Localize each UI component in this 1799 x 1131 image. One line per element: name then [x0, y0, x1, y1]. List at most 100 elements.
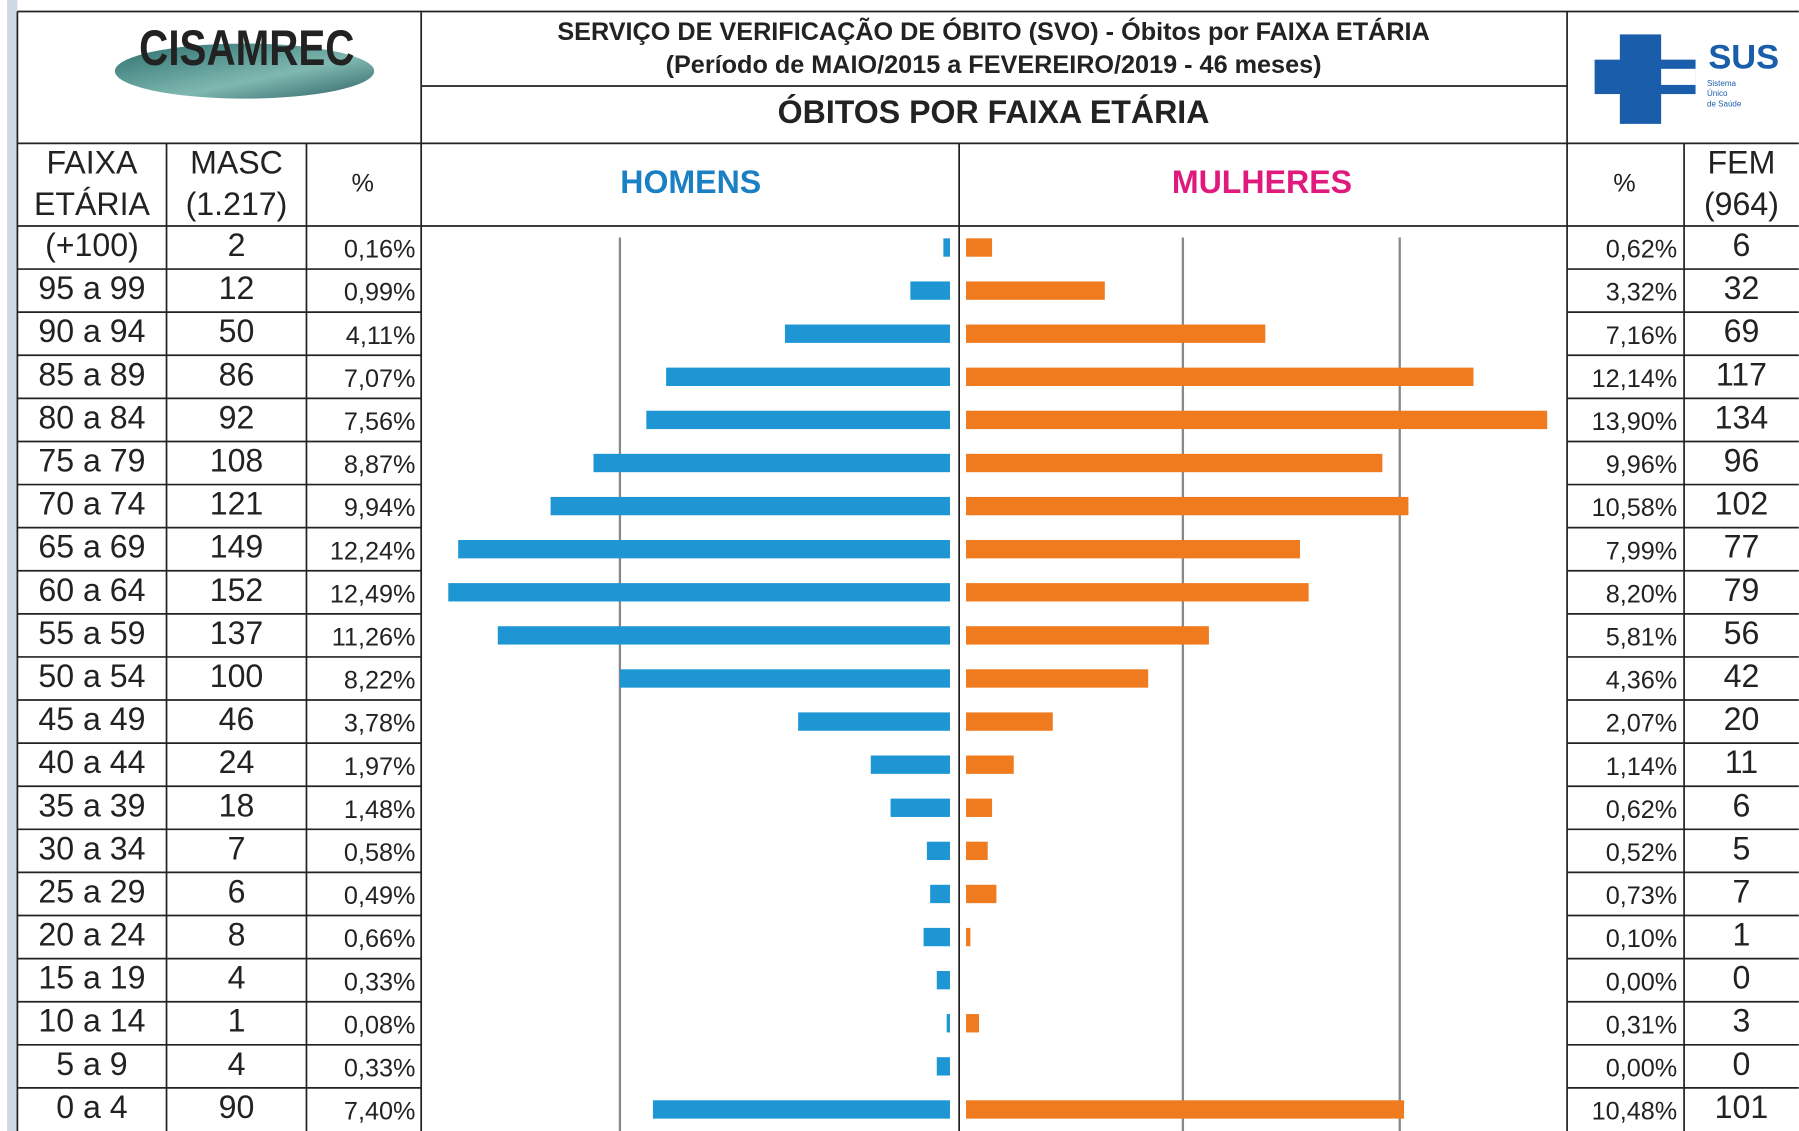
masc-share: 0,58% [344, 839, 416, 867]
bar [966, 712, 1053, 731]
fem-share: 0,31% [1606, 1011, 1678, 1039]
masc-cell: 149 [210, 529, 264, 565]
age-cell: 50 a 54 [38, 658, 145, 694]
fem-share: 0,00% [1606, 1054, 1678, 1082]
masc-share: 0,66% [344, 925, 416, 953]
fem-cell: 6 [1733, 787, 1751, 823]
masc-share: 0,16% [344, 236, 416, 264]
masc-share: 0,33% [344, 1054, 416, 1082]
age-cell: 85 a 89 [38, 356, 145, 392]
masc-cell: 4 [228, 960, 246, 996]
bar [946, 1014, 950, 1033]
age-cell: 55 a 59 [38, 615, 145, 651]
age-cell: 65 a 69 [38, 529, 145, 565]
masc-cell: 12 [219, 270, 255, 306]
masc-share: 1,48% [344, 796, 416, 824]
age-cell: 40 a 44 [38, 744, 145, 780]
masc-cell: 108 [210, 442, 264, 478]
fem-share: 0,10% [1606, 925, 1678, 953]
fem-share: 0,62% [1606, 796, 1678, 824]
masc-share: 8,87% [344, 451, 416, 479]
masc-share: 0,99% [344, 279, 416, 307]
masc-share: 0,49% [344, 882, 416, 910]
fem-share: 1,14% [1606, 753, 1678, 781]
age-cell: 25 a 29 [38, 873, 145, 909]
bar [930, 884, 950, 904]
column-header: % [351, 169, 373, 197]
age-cell: 45 a 49 [38, 701, 145, 737]
bar [890, 798, 950, 817]
fem-cell: 101 [1715, 1089, 1769, 1125]
bar [926, 841, 950, 861]
fem-cell: 7 [1733, 873, 1751, 909]
fem-share: 12,14% [1592, 365, 1678, 393]
age-cell: 5 a 9 [56, 1046, 127, 1082]
fem-cell: 56 [1724, 615, 1760, 651]
column-header: (964) [1704, 186, 1779, 222]
fem-share: 10,58% [1592, 494, 1678, 522]
bar [784, 324, 950, 343]
fem-cell: 0 [1733, 1046, 1751, 1082]
bar [966, 669, 1149, 688]
fem-cell: 134 [1715, 399, 1769, 435]
fem-cell: 5 [1733, 830, 1751, 866]
fem-share: 9,96% [1606, 451, 1678, 479]
bar [966, 281, 1105, 300]
age-cell: 15 a 19 [38, 960, 145, 996]
bar [966, 540, 1300, 559]
fem-cell: 77 [1724, 529, 1760, 565]
bar [798, 712, 950, 731]
age-cell: 75 a 79 [38, 442, 145, 478]
fem-share: 8,20% [1606, 580, 1678, 608]
age-cell: 30 a 34 [38, 830, 145, 866]
bar [966, 927, 971, 947]
fem-share: 2,07% [1606, 710, 1678, 738]
column-header: ETÁRIA [34, 186, 151, 222]
fem-cell: 32 [1724, 270, 1760, 306]
fem-cell: 102 [1715, 486, 1769, 522]
age-cell: 0 a 4 [56, 1089, 127, 1125]
masc-cell: 6 [228, 873, 246, 909]
fem-share: 4,36% [1606, 667, 1678, 695]
bar [966, 453, 1383, 473]
bar [910, 281, 950, 300]
bar [966, 841, 988, 861]
fem-share: 0,00% [1606, 968, 1678, 996]
series-name: HOMENS [620, 164, 761, 200]
masc-share: 12,49% [330, 580, 416, 608]
fem-share: 10,48% [1592, 1098, 1678, 1126]
masc-cell: 100 [210, 658, 264, 694]
masc-share: 11,26% [332, 624, 416, 652]
masc-cell: 2 [228, 227, 246, 263]
fem-cell: 42 [1724, 658, 1760, 694]
fem-cell: 20 [1724, 701, 1760, 737]
bar [550, 496, 950, 516]
fem-share: 7,99% [1606, 537, 1678, 565]
column-header: MASC [190, 145, 283, 181]
bar [870, 755, 950, 774]
masc-share: 3,78% [344, 710, 416, 738]
fem-cell: 6 [1733, 227, 1751, 263]
age-cell: 10 a 14 [38, 1003, 145, 1039]
masc-cell: 86 [219, 356, 255, 392]
bar [966, 1014, 980, 1033]
subtitle: (Período de MAIO/2015 a FEVEREIRO/2019 -… [666, 51, 1322, 79]
fem-share: 5,81% [1606, 624, 1678, 652]
masc-share: 7,56% [344, 408, 416, 436]
logo-text: CISAMREC [139, 20, 354, 76]
masc-cell: 7 [228, 830, 246, 866]
fem-cell: 96 [1724, 442, 1760, 478]
masc-cell: 1 [228, 1003, 246, 1039]
age-cell: 70 a 74 [38, 486, 145, 522]
masc-cell: 24 [219, 744, 255, 780]
masc-share: 4,11% [346, 322, 416, 350]
column-header: FEM [1708, 145, 1776, 181]
series-name: MULHERES [1172, 164, 1352, 200]
masc-share: 12,24% [330, 537, 416, 565]
masc-share: 0,08% [344, 1011, 416, 1039]
bar [966, 1100, 1405, 1119]
age-cell: 60 a 64 [38, 572, 145, 608]
masc-share: 8,22% [344, 667, 416, 695]
masc-cell: 92 [219, 399, 255, 435]
sus-text: SUS [1708, 39, 1779, 77]
